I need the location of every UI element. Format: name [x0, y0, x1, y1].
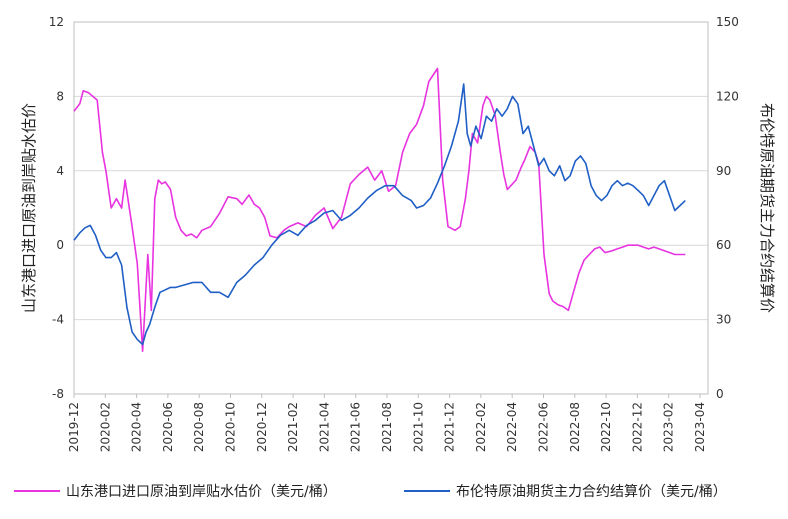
x-tick-label: 2023-04: [693, 402, 707, 452]
y-right-tick-label: 150: [716, 15, 739, 29]
x-tick-label: 2022-12: [630, 402, 644, 452]
x-tick-label: 2021-02: [286, 402, 300, 452]
y-left-tick-label: 4: [56, 164, 64, 178]
series-layer: [73, 67, 686, 353]
y-axis-left-title: 山东港口进口原油到岸贴水估价: [20, 103, 38, 313]
y-axis-left-ticks: 12 8 4 0 -4 -8: [49, 15, 64, 401]
x-tick-label: 2022-06: [537, 402, 551, 452]
x-tick-label: 2021-12: [443, 402, 457, 452]
x-tick-label: 2021-08: [380, 402, 394, 452]
x-tick-label: 2019-12: [67, 402, 81, 452]
x-tick-label: 2021-06: [349, 402, 363, 452]
x-tick-label: 2020-04: [130, 402, 144, 452]
x-tick-label: 2022-10: [599, 402, 613, 452]
y-right-tick-label: 120: [716, 89, 739, 103]
series-line-2: [73, 83, 686, 346]
x-tick-label: 2021-10: [411, 402, 425, 452]
plot-frame: [73, 21, 709, 395]
x-tick-label: 2022-08: [568, 402, 582, 452]
legend-label-series-2: 布伦特原油期货主力合约结算价（美元/桶）: [456, 483, 727, 500]
x-tick-label: 2022-04: [505, 402, 519, 452]
series-line-1: [73, 67, 686, 353]
x-tick-label: 2020-08: [192, 402, 206, 452]
y-left-tick-label: 8: [56, 89, 64, 103]
x-tick-label: 2020-12: [255, 402, 269, 452]
x-tick-label: 2021-04: [317, 402, 331, 452]
y-right-tick-label: 30: [716, 313, 731, 327]
y-left-tick-label: -8: [52, 387, 64, 401]
x-axis-ticks: 2019-12 2020-02 2020-04 2020-06 2020-08 2020-…: [67, 394, 707, 452]
y-left-tick-label: 12: [49, 15, 64, 29]
x-tick-label: 2020-02: [98, 402, 112, 452]
y-left-tick-label: 0: [56, 238, 64, 252]
y-axis-right-title: 布伦特原油期货主力合约结算价: [758, 103, 776, 313]
x-tick-label: 2022-02: [474, 402, 488, 452]
x-tick-label: 2020-10: [224, 402, 238, 452]
y-axis-right-ticks: 150 120 90 60 30 0: [716, 15, 739, 401]
grid-layer: [74, 95, 708, 321]
x-tick-label: 2020-06: [161, 402, 175, 452]
y-right-tick-label: 90: [716, 164, 731, 178]
y-left-tick-label: -4: [52, 313, 64, 327]
legend: 山东港口进口原油到岸贴水估价（美元/桶） 布伦特原油期货主力合约结算价（美元/桶…: [14, 483, 727, 500]
legend-label-series-1: 山东港口进口原油到岸贴水估价（美元/桶）: [66, 484, 337, 500]
y-right-tick-label: 60: [716, 238, 731, 252]
y-right-tick-label: 0: [716, 387, 724, 401]
x-tick-label: 2023-02: [662, 402, 676, 452]
